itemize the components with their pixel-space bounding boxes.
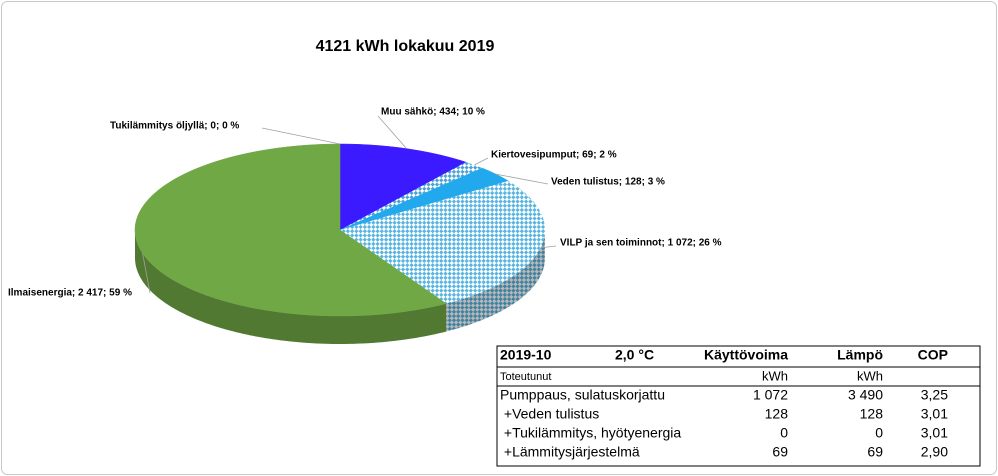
table-header: Käyttövoima — [704, 347, 788, 363]
table-cell: 0 — [875, 425, 883, 441]
table-header: Lämpö — [837, 347, 883, 363]
table-cell: 3,01 — [921, 406, 948, 422]
table-cell: +Veden tulistus — [500, 406, 599, 422]
data-label: Veden tulistus; 128; 3 % — [551, 177, 665, 188]
table-unit: kWh — [762, 368, 788, 383]
data-label: Ilmaisenergia; 2 417; 59 % — [8, 288, 132, 299]
pie-side — [135, 230, 447, 344]
table-header: COP — [918, 347, 948, 363]
table-cell: 69 — [772, 444, 788, 460]
table-subheader: Toteutunut — [500, 371, 551, 383]
data-label: Muu sähkö; 434; 10 % — [381, 107, 485, 118]
table-cell: 128 — [765, 406, 789, 422]
table-cell: +Lämmitysjärjestelmä — [500, 444, 640, 460]
table-cell: 1 072 — [753, 387, 788, 403]
table-cell: 128 — [860, 406, 884, 422]
leader-line — [377, 115, 407, 149]
table-cell: 2,90 — [921, 444, 948, 460]
table-border — [496, 345, 981, 467]
table-cell: 3,25 — [921, 387, 948, 403]
table: 2019-10 2,0 °C Käyttövoima Lämpö COP Toteutun… — [496, 345, 981, 467]
data-label: VILP ja sen toiminnot; 1 072; 26 % — [560, 238, 722, 249]
data-label: Kiertovesipumput; 69; 2 % — [491, 150, 617, 161]
table-cell: Pumppaus, sulatuskorjattu — [500, 387, 665, 403]
table-header: 2019-10 — [500, 347, 552, 363]
table-cell: +Tukilämmitys, hyötyenergia — [500, 425, 681, 441]
leader-line — [261, 127, 341, 145]
leader-line — [142, 253, 151, 294]
table-cell: 3 490 — [848, 387, 883, 403]
pie-slice — [340, 162, 483, 230]
leader-line — [474, 157, 489, 166]
table-unit: kWh — [857, 368, 883, 383]
table-cell: 3,01 — [921, 425, 948, 441]
pie-slice — [340, 180, 545, 304]
leader-line — [495, 173, 549, 185]
data-label: Tukilämmitys öljyllä; 0; 0 % — [110, 121, 239, 132]
pie-side — [446, 230, 545, 332]
table-cell: 0 — [780, 425, 788, 441]
chart-title: 4121 kWh lokakuu 2019 — [316, 38, 495, 55]
pie: Muu sähkö; 434; 10 % Kiertovesipumput; 69… — [8, 107, 722, 344]
leader-line — [540, 245, 557, 249]
table-header: 2,0 °C — [615, 347, 654, 363]
table-cell: 69 — [867, 444, 883, 460]
